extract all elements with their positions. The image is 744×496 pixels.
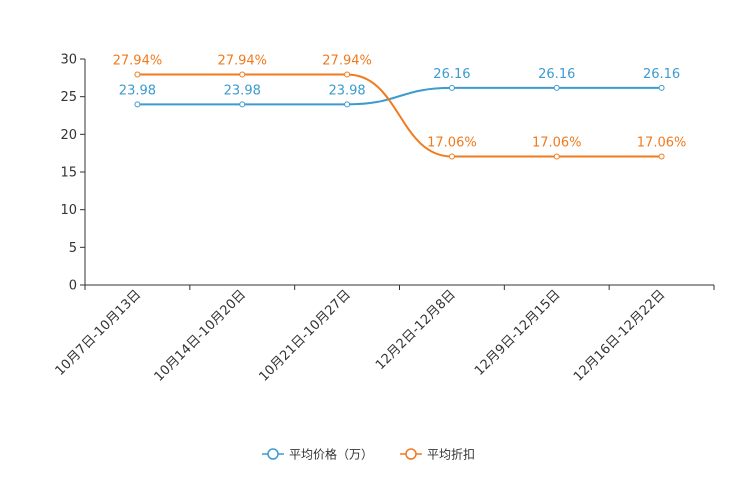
data-point[interactable] (448, 153, 455, 160)
chart-legend[interactable]: 平均价格（万） 平均折扣 (262, 447, 475, 462)
chart-data-labels: 23.98 23.98 23.98 26.16 26.16 26.16 27.94% 27.9… (113, 54, 687, 151)
data-point[interactable] (658, 153, 665, 160)
data-point[interactable] (448, 84, 455, 91)
y-tick-label: 30 (60, 53, 77, 68)
y-tick-label: 25 (60, 90, 77, 105)
data-label: 27.94% (322, 54, 372, 69)
series-line-0 (137, 86, 662, 106)
data-point[interactable] (239, 101, 246, 108)
data-point[interactable] (553, 153, 560, 160)
chart-series (134, 71, 665, 160)
chart-axes: 0 5 10 15 20 25 30 10月7日-10月13日 10月14日-10月20日 10月… (53, 53, 715, 385)
x-tick-label: 10月14日-10月20日 (152, 287, 249, 384)
data-point[interactable] (658, 84, 665, 91)
data-label: 17.06% (532, 135, 582, 150)
data-label: 26.16 (643, 67, 680, 82)
data-label: 17.06% (427, 135, 477, 150)
data-label: 27.94% (217, 54, 267, 69)
y-tick-label: 15 (60, 166, 77, 181)
legend-label: 平均折扣 (427, 447, 475, 462)
data-label: 26.16 (538, 67, 575, 82)
data-label: 17.06% (637, 135, 687, 150)
x-tick-label: 10月7日-10月13日 (53, 287, 145, 379)
legend-label: 平均价格（万） (289, 447, 373, 462)
data-label: 23.98 (224, 83, 261, 98)
data-label: 26.16 (433, 67, 470, 82)
y-tick-label: 5 (69, 241, 77, 256)
data-point[interactable] (344, 101, 351, 108)
x-tick-label: 12月16日-12月22日 (571, 287, 668, 384)
legend-marker (405, 448, 417, 460)
legend-item-1[interactable]: 平均折扣 (400, 447, 475, 462)
data-point[interactable] (553, 84, 560, 91)
y-tick-label: 0 (69, 279, 77, 294)
data-point[interactable] (239, 71, 246, 78)
x-tick-label: 12月2日-12月8日 (373, 287, 459, 373)
legend-item-0[interactable]: 平均价格（万） (262, 447, 373, 462)
data-label: 27.94% (113, 54, 163, 69)
data-label: 23.98 (328, 83, 365, 98)
x-tick-label: 10月21日-10月27日 (256, 287, 353, 384)
y-tick-label: 10 (60, 203, 77, 218)
legend-marker (267, 448, 279, 460)
y-tick-label: 20 (60, 128, 77, 143)
data-label: 23.98 (119, 83, 156, 98)
data-point[interactable] (134, 71, 141, 78)
x-tick-label: 12月9日-12月15日 (472, 287, 564, 379)
data-point[interactable] (344, 71, 351, 78)
data-point[interactable] (134, 101, 141, 108)
series-line-1 (137, 73, 662, 158)
